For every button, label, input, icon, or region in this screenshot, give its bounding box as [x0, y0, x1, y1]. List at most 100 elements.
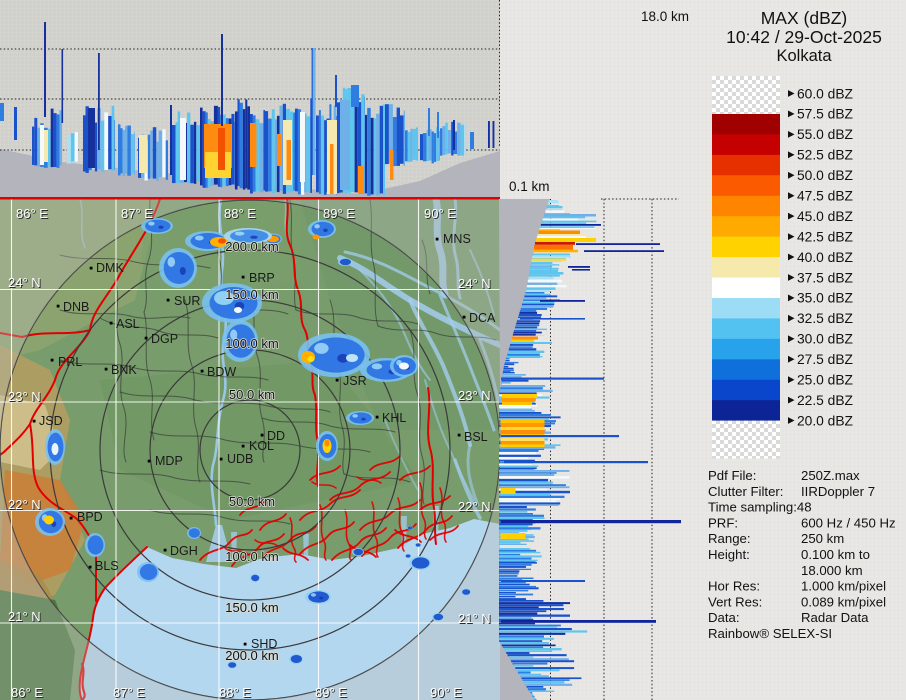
svg-text:BNK: BNK: [111, 363, 137, 377]
svg-text:0.1 km: 0.1 km: [509, 179, 550, 194]
svg-text:88° E: 88° E: [220, 686, 252, 700]
svg-text:22.5 dBZ: 22.5 dBZ: [797, 393, 853, 408]
svg-text:IIRDoppler 7: IIRDoppler 7: [801, 484, 875, 499]
svg-text:87° E: 87° E: [113, 685, 145, 700]
svg-text:SUR: SUR: [174, 294, 200, 308]
svg-text:22° N: 22° N: [8, 497, 41, 512]
svg-text:Data:: Data:: [708, 610, 740, 625]
svg-text:37.5 dBZ: 37.5 dBZ: [797, 270, 853, 285]
svg-text:47.5 dBZ: 47.5 dBZ: [797, 189, 853, 204]
svg-text:200.0 km: 200.0 km: [225, 648, 278, 663]
svg-text:50.0 km: 50.0 km: [229, 387, 275, 402]
svg-text:23° N: 23° N: [8, 389, 41, 404]
svg-text:35.0 dBZ: 35.0 dBZ: [797, 291, 853, 306]
svg-text:55.0 dBZ: 55.0 dBZ: [797, 127, 853, 142]
svg-text:23° N: 23° N: [9, 390, 42, 405]
svg-text:23° N: 23° N: [458, 388, 491, 403]
svg-text:Clutter Filter:: Clutter Filter:: [708, 484, 783, 499]
svg-text:UDB: UDB: [227, 452, 253, 466]
svg-text:22° N: 22° N: [9, 498, 42, 513]
svg-text:Rainbow® SELEX-SI: Rainbow® SELEX-SI: [708, 626, 832, 641]
svg-text:1.000 km/pixel: 1.000 km/pixel: [801, 579, 886, 594]
svg-text:DGH: DGH: [170, 544, 198, 558]
svg-text:18.0 km: 18.0 km: [641, 9, 689, 24]
svg-text:MDP: MDP: [155, 454, 183, 468]
svg-text:JSR: JSR: [343, 374, 367, 388]
svg-text:30.0 dBZ: 30.0 dBZ: [797, 332, 853, 347]
svg-text:Range:: Range:: [708, 531, 751, 546]
svg-text:90° E: 90° E: [430, 685, 462, 700]
svg-text:150.0 km: 150.0 km: [225, 287, 278, 302]
svg-text:42.5 dBZ: 42.5 dBZ: [797, 229, 853, 244]
svg-text:0.100 km to: 0.100 km to: [801, 547, 870, 562]
svg-text:Hor Res:: Hor Res:: [708, 579, 760, 594]
svg-text:27.5 dBZ: 27.5 dBZ: [797, 352, 853, 367]
svg-text:PRL: PRL: [58, 355, 82, 369]
svg-text:10:42 / 29-Oct-2025: 10:42 / 29-Oct-2025: [726, 27, 882, 47]
svg-text:87° E: 87° E: [121, 206, 153, 221]
svg-text:89° E: 89° E: [323, 206, 355, 221]
svg-text:DD: DD: [267, 429, 285, 443]
svg-text:88° E: 88° E: [225, 207, 257, 222]
svg-text:BDW: BDW: [207, 365, 236, 379]
svg-text:86° E: 86° E: [16, 206, 48, 221]
svg-text:90° E: 90° E: [424, 206, 456, 221]
svg-text:90° E: 90° E: [425, 207, 457, 222]
svg-text:20.0 dBZ: 20.0 dBZ: [797, 413, 853, 428]
svg-text:57.5 dBZ: 57.5 dBZ: [797, 107, 853, 122]
svg-text:Vert Res:: Vert Res:: [708, 594, 762, 609]
svg-text:100.0 km: 100.0 km: [225, 549, 278, 564]
svg-text:89° E: 89° E: [324, 207, 356, 222]
svg-text:DMK: DMK: [96, 261, 124, 275]
svg-text:25.0 dBZ: 25.0 dBZ: [797, 373, 853, 388]
svg-text:50.0 dBZ: 50.0 dBZ: [797, 168, 853, 183]
svg-text:0.089 km/pixel: 0.089 km/pixel: [801, 594, 886, 609]
svg-text:45.0 dBZ: 45.0 dBZ: [797, 209, 853, 224]
svg-text:87° E: 87° E: [122, 207, 154, 222]
svg-text:KHL: KHL: [382, 411, 406, 425]
svg-text:Pdf File:: Pdf File:: [708, 468, 756, 483]
svg-text:24° N: 24° N: [9, 276, 42, 291]
svg-text:250 km: 250 km: [801, 531, 844, 546]
svg-text:21° N: 21° N: [9, 610, 42, 625]
svg-text:23° N: 23° N: [459, 389, 492, 404]
svg-text:32.5 dBZ: 32.5 dBZ: [797, 311, 853, 326]
svg-text:52.5 dBZ: 52.5 dBZ: [797, 148, 853, 163]
svg-text:22° N: 22° N: [459, 500, 492, 515]
svg-text:MNS: MNS: [443, 232, 471, 246]
svg-text:200.0 km: 200.0 km: [225, 239, 278, 254]
svg-text:89° E: 89° E: [315, 685, 347, 700]
svg-text:24° N: 24° N: [458, 276, 491, 291]
svg-text:22° N: 22° N: [458, 499, 491, 514]
svg-text:21° N: 21° N: [459, 612, 492, 627]
svg-text:50.0 km: 50.0 km: [229, 494, 275, 509]
svg-text:BLS: BLS: [95, 559, 119, 573]
svg-text:DNB: DNB: [63, 300, 89, 314]
svg-text:40.0 dBZ: 40.0 dBZ: [797, 250, 853, 265]
svg-text:JSD: JSD: [39, 414, 63, 428]
svg-text:24° N: 24° N: [459, 277, 492, 292]
svg-text:Radar Data: Radar Data: [801, 610, 869, 625]
svg-text:600 Hz / 450 Hz: 600 Hz / 450 Hz: [801, 515, 896, 530]
svg-text:24° N: 24° N: [8, 275, 41, 290]
svg-text:88° E: 88° E: [224, 206, 256, 221]
svg-text:Time sampling:48: Time sampling:48: [708, 500, 812, 515]
svg-text:86° E: 86° E: [17, 207, 49, 222]
svg-text:DGP: DGP: [151, 332, 178, 346]
svg-text:BSL: BSL: [464, 430, 488, 444]
svg-text:DCA: DCA: [469, 311, 496, 325]
svg-text:89° E: 89° E: [316, 686, 348, 700]
svg-text:60.0 dBZ: 60.0 dBZ: [797, 86, 853, 101]
svg-text:KOL: KOL: [249, 439, 274, 453]
svg-text:250Z.max: 250Z.max: [801, 468, 860, 483]
svg-text:ASL: ASL: [116, 317, 140, 331]
svg-text:88° E: 88° E: [219, 685, 251, 700]
svg-text:BRP: BRP: [249, 271, 275, 285]
svg-text:150.0 km: 150.0 km: [225, 600, 278, 615]
svg-text:90° E: 90° E: [431, 686, 463, 700]
svg-text:BPD: BPD: [77, 510, 103, 524]
svg-text:PRF:: PRF:: [708, 515, 738, 530]
svg-text:SHD: SHD: [251, 637, 277, 651]
svg-text:21° N: 21° N: [458, 611, 491, 626]
svg-text:86° E: 86° E: [11, 685, 43, 700]
